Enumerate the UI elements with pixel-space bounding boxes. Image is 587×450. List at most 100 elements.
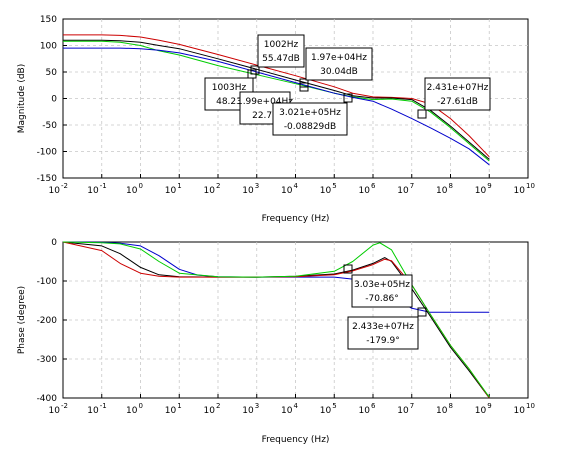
- datatip-marker: [343, 93, 353, 103]
- x-tick-exponent: 0: [139, 402, 143, 410]
- x-axis-label: Frequency (Hz): [262, 435, 330, 445]
- datatip-label: 1003Hz: [212, 83, 247, 93]
- x-tick-label: 10: [281, 186, 293, 196]
- x-tick-label: 10: [397, 186, 409, 196]
- x-tick-exponent: 4: [294, 402, 299, 410]
- x-tick-label: 10: [49, 186, 61, 196]
- x-tick-label: 10: [320, 406, 332, 416]
- datatip-label: 3.03e+05Hz: [354, 280, 410, 290]
- datatip-value: -27.61dB: [437, 97, 478, 107]
- y-tick-label: 0: [51, 238, 57, 248]
- datatip-marker: [417, 109, 427, 119]
- datatip-box: [347, 316, 419, 350]
- x-tick-label: 10: [165, 406, 177, 416]
- chart-panel-1: 10 -2 10 -1 10 0 10 1 10 2 10 3 10 4 10 5 10 6 10 7 10 8 10 9 10…: [17, 15, 535, 224]
- datatip-marker: [343, 264, 353, 274]
- y-tick-label: -100: [37, 277, 58, 287]
- y-tick-label: -150: [37, 174, 58, 184]
- datatip-box: [305, 47, 373, 81]
- series-line-2: [62, 241, 490, 399]
- x-tick-exponent: 6: [371, 402, 376, 410]
- x-tick-exponent: 8: [449, 182, 453, 190]
- datatip-label: 2.433e+07Hz: [352, 322, 414, 332]
- x-tick-exponent: 6: [371, 182, 376, 190]
- x-tick-exponent: 9: [487, 402, 491, 410]
- x-tick-exponent: 2: [216, 182, 220, 190]
- y-tick-label: 100: [40, 42, 57, 52]
- datatip-value: -0.08829dB: [284, 122, 336, 132]
- chart-panel-2: 10 -2 10 -1 10 0 10 1 10 2 10 3 10 4 10 5 10 6 10 7 10 8 10 9 10…: [17, 238, 535, 445]
- x-tick-exponent: 1: [177, 182, 181, 190]
- x-tick-exponent: 5: [332, 182, 336, 190]
- datatip: 1.99e+04Hz 22.72: [237, 82, 309, 125]
- x-axis-label: Frequency (Hz): [262, 214, 330, 224]
- series-line-3: [63, 40, 490, 162]
- datatip-label: 3.021e+05Hz: [279, 108, 341, 118]
- datatip: 3.03e+05Hz -70.86°: [343, 264, 413, 308]
- x-tick-label: 10: [514, 186, 526, 196]
- datatip: 1.97e+04Hz 30.04dB: [299, 47, 373, 88]
- x-tick-exponent: 7: [410, 182, 414, 190]
- x-tick-label: 10: [281, 406, 293, 416]
- x-tick-exponent: 3: [255, 182, 259, 190]
- x-tick-label: 10: [242, 186, 254, 196]
- x-tick-exponent: 7: [410, 402, 414, 410]
- datatip-box: [272, 102, 348, 136]
- datatip: 3.021e+05Hz -0.08829dB: [272, 93, 353, 136]
- y-tick-label: -400: [37, 394, 58, 404]
- y-tick-label: 50: [46, 68, 58, 78]
- x-tick-label: 10: [204, 406, 216, 416]
- x-tick-exponent: 10: [526, 182, 535, 190]
- datatip-value: 22.72: [252, 111, 278, 121]
- x-tick-label: 10: [475, 186, 487, 196]
- x-tick-label: 10: [436, 406, 448, 416]
- x-tick-label: 10: [165, 186, 177, 196]
- x-tick-exponent: 5: [332, 402, 336, 410]
- datatip-value: 55.47dB: [262, 54, 300, 64]
- x-tick-label: 10: [475, 406, 487, 416]
- series-line-4: [63, 47, 490, 166]
- x-tick-label: 10: [320, 186, 332, 196]
- y-tick-label: -50: [42, 121, 57, 131]
- x-tick-label: 10: [436, 186, 448, 196]
- y-tick-label: -300: [37, 355, 58, 365]
- datatip-label: 1.99e+04Hz: [237, 97, 293, 107]
- datatip-label: 1.97e+04Hz: [311, 53, 367, 63]
- x-tick-exponent: 1: [177, 402, 181, 410]
- x-tick-exponent: 0: [139, 182, 143, 190]
- datatip: 2.431e+07Hz -27.61dB: [417, 77, 491, 119]
- datatip-value: -70.86°: [365, 294, 399, 304]
- y-axis-label: Magnitude (dB): [17, 64, 27, 133]
- x-tick-label: 10: [126, 406, 138, 416]
- series-line-2: [63, 39, 490, 160]
- y-tick-label: 150: [40, 15, 57, 25]
- datatip-box: [257, 34, 305, 68]
- series-line-4: [62, 241, 490, 398]
- x-tick-exponent: -2: [61, 402, 68, 410]
- y-tick-label: -100: [37, 148, 58, 158]
- datatip-marker: [299, 82, 309, 92]
- y-tick-label: 0: [51, 95, 57, 105]
- y-axis-label: Phase (degree): [17, 286, 27, 354]
- x-tick-exponent: -1: [100, 182, 107, 190]
- x-tick-exponent: 2: [216, 402, 220, 410]
- x-tick-label: 10: [204, 186, 216, 196]
- datatip: 1002Hz 55.47dB: [250, 34, 305, 75]
- datatip-label: 1002Hz: [264, 40, 299, 50]
- x-tick-label: 10: [242, 406, 254, 416]
- datatip-label: 2.431e+07Hz: [427, 83, 489, 93]
- x-tick-exponent: 9: [487, 182, 491, 190]
- x-tick-label: 10: [49, 406, 61, 416]
- x-tick-label: 10: [514, 406, 526, 416]
- datatip-box: [424, 77, 491, 111]
- x-tick-label: 10: [397, 406, 409, 416]
- datatip-value: -179.9°: [366, 336, 400, 346]
- x-tick-label: 10: [87, 186, 99, 196]
- x-tick-label: 10: [359, 186, 371, 196]
- datatip-value: 48.23: [216, 97, 242, 107]
- x-tick-exponent: 8: [449, 402, 453, 410]
- x-tick-label: 10: [87, 406, 99, 416]
- x-tick-exponent: 3: [255, 402, 259, 410]
- x-tick-exponent: 4: [294, 182, 299, 190]
- x-tick-label: 10: [359, 406, 371, 416]
